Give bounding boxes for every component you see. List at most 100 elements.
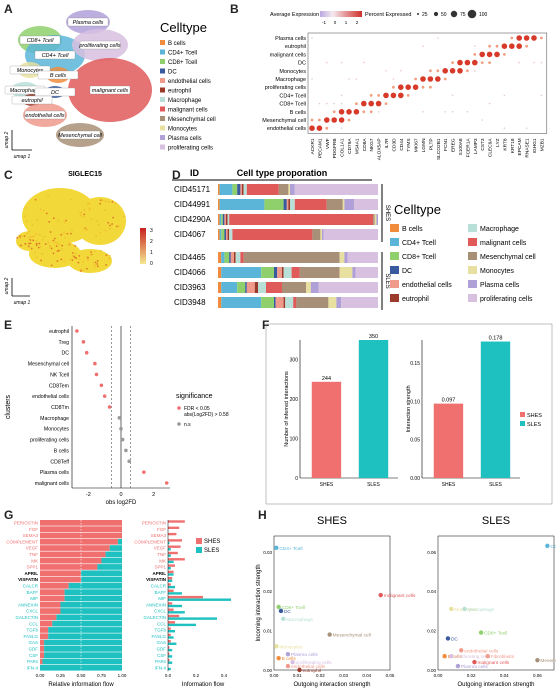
pathway-label: MK (31, 558, 38, 563)
proportion-segment (322, 229, 324, 240)
dotplot-gene-label: EPCAM (517, 138, 523, 155)
dotplot-dot (510, 36, 514, 40)
proportion-segment (291, 267, 300, 278)
dotplot-row-label: proliferating cells (265, 85, 307, 91)
flow-sles (168, 604, 182, 608)
dotplot-gene-label: EREG (451, 138, 457, 152)
relative-sles (56, 614, 122, 621)
expression-cell (88, 202, 91, 205)
dotplot-dot (466, 111, 469, 113)
dotplot-dot (457, 68, 463, 74)
dotplot-gene-label: VWF (325, 138, 331, 149)
legend-title: Celltype (394, 202, 441, 217)
dotplot-dot (503, 94, 506, 97)
legend-item: proliferating cells (168, 146, 213, 152)
proportion-segment (294, 199, 327, 210)
dotplot-dot (405, 84, 411, 90)
proportion-segment (219, 229, 222, 240)
expression-cell (61, 244, 64, 247)
sample-id: CID3963 (174, 283, 206, 292)
dotplot-dot (540, 36, 543, 40)
proportion-segment (232, 184, 238, 195)
dotplot-dot (324, 117, 330, 123)
expression-cell (40, 259, 43, 262)
scatter-point (459, 648, 464, 653)
scatter-point (449, 654, 454, 659)
y-label: Interaction strength (406, 385, 412, 432)
legend-item: proliferating cells (480, 296, 533, 303)
legend-swatch (390, 266, 399, 274)
dotplot-dot (494, 51, 500, 58)
scatter-point (478, 630, 484, 635)
panel-c-title: SIGLEC15 (68, 171, 102, 178)
legend-swatch (177, 422, 181, 426)
avg-tick: 0 (334, 20, 337, 25)
dotplot-gene-label: ACKR1 (310, 138, 316, 154)
expression-cell (49, 246, 51, 248)
pathway-label: FGF (157, 527, 166, 532)
cluster-label-box (19, 35, 61, 45)
pathway-label: BAFF (26, 590, 38, 595)
cluster-label: CD8Tm (51, 405, 69, 411)
scatter-point (485, 654, 490, 659)
proportion-segment (310, 282, 319, 293)
legend-swatch (160, 40, 165, 45)
cluster-label: CD8Tem (49, 383, 69, 389)
flow-sles (168, 630, 175, 633)
point-label: proliferating cells (454, 654, 491, 660)
expression-cell (71, 259, 74, 261)
expression-cell (37, 246, 40, 249)
log2fd-point (119, 426, 123, 431)
pathway-label: FGF (29, 527, 38, 532)
proportion-segment (243, 184, 247, 195)
point-label: CD4+ Tcell (279, 546, 302, 552)
umap-siglec15: SIGLEC15 3 2 1 0 umap 1 umap 2 (4, 171, 153, 306)
pathway-label: SPP1 (154, 565, 166, 570)
expression-cell (74, 252, 77, 254)
relative-shes (40, 589, 65, 595)
log2fd-point (117, 416, 122, 420)
flow-sles (168, 592, 182, 595)
y-tick: 0.15 (410, 361, 420, 367)
relative-sles (81, 576, 122, 583)
information-flow: PERIOSTINFGFSEMA3COMPLEMENTVEGFTNFMKSPP1… (6, 520, 231, 688)
proportion-segment (235, 252, 241, 263)
celltype-proportion: ID Cell type proporation CID45171 CID44991 C… (172, 168, 536, 310)
cluster-label: DC (51, 90, 59, 96)
relative-sles (101, 557, 122, 564)
legend-item: endothelial cells (168, 79, 211, 85)
proportion-segment (290, 199, 295, 210)
y-tick: 0.05 (410, 438, 420, 444)
flow-sles (168, 585, 175, 589)
x-tick: 0.01 (293, 673, 302, 678)
pct-dot (467, 9, 477, 19)
dotplot-dot (331, 117, 337, 123)
cluster-label: Macrophage (40, 416, 69, 422)
proportion-segment (218, 252, 222, 263)
expression-cell (30, 235, 32, 238)
proportion-segment (221, 229, 225, 240)
proportion-segment (323, 229, 378, 240)
pathway-label: GAS (156, 640, 166, 645)
expression-cell (80, 211, 83, 214)
sample-id: CID3948 (174, 298, 206, 307)
relative-shes (40, 646, 45, 652)
proportion-segment (237, 184, 241, 195)
pathway-label: IFN-II (155, 665, 166, 670)
cluster-label: Monocytes (44, 427, 69, 433)
expression-cell (99, 199, 102, 202)
proportion-segment (373, 214, 375, 225)
expression-cell (92, 261, 95, 264)
sample-id: CID4067 (174, 230, 206, 239)
legend-item: endothelial cells (402, 282, 452, 289)
expression-cell (35, 244, 38, 247)
dotplot-dot (486, 51, 493, 58)
pathway-label: TNF (29, 552, 38, 557)
cluster-label-box (89, 85, 131, 95)
dotplot-dot (473, 53, 477, 56)
dotplot-markers: Average Expression-1 0 1 2 Percent Expressed… (262, 9, 548, 160)
expression-cell (16, 237, 19, 239)
expression-colorbar (140, 228, 146, 264)
dotplot-row-label: Macrophage (275, 77, 306, 83)
cluster-label: proliferating cells (30, 438, 69, 444)
